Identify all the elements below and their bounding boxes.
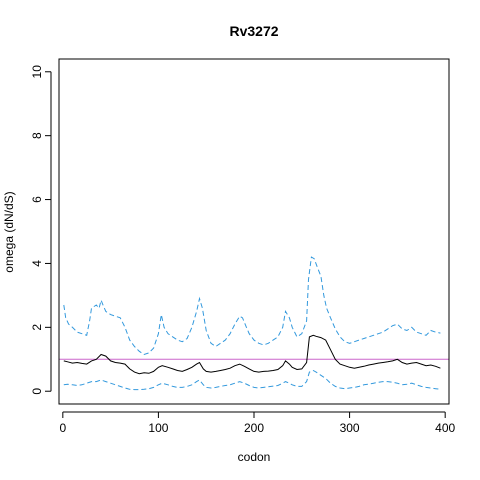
y-tick-label: 0 — [30, 388, 44, 395]
y-axis-label: omega (dN/dS) — [2, 191, 16, 272]
y-tick-label: 4 — [30, 260, 44, 267]
x-tick-label: 300 — [340, 421, 360, 435]
series-line-upper — [63, 256, 441, 356]
plot-frame — [58, 58, 450, 405]
x-tick-label: 200 — [244, 421, 264, 435]
x-tick-label: 400 — [435, 421, 455, 435]
y-tick-label: 2 — [30, 324, 44, 331]
series-line-lower — [63, 369, 441, 391]
x-tick-label: 0 — [59, 421, 66, 435]
y-tick-label: 10 — [30, 65, 44, 79]
y-tick-label: 8 — [30, 132, 44, 139]
y-tick-label: 6 — [30, 196, 44, 203]
x-tick-label: 100 — [148, 421, 168, 435]
series-line-mean — [63, 334, 441, 375]
x-axis-label: codon — [238, 450, 271, 464]
chart-title: Rv3272 — [229, 23, 278, 39]
